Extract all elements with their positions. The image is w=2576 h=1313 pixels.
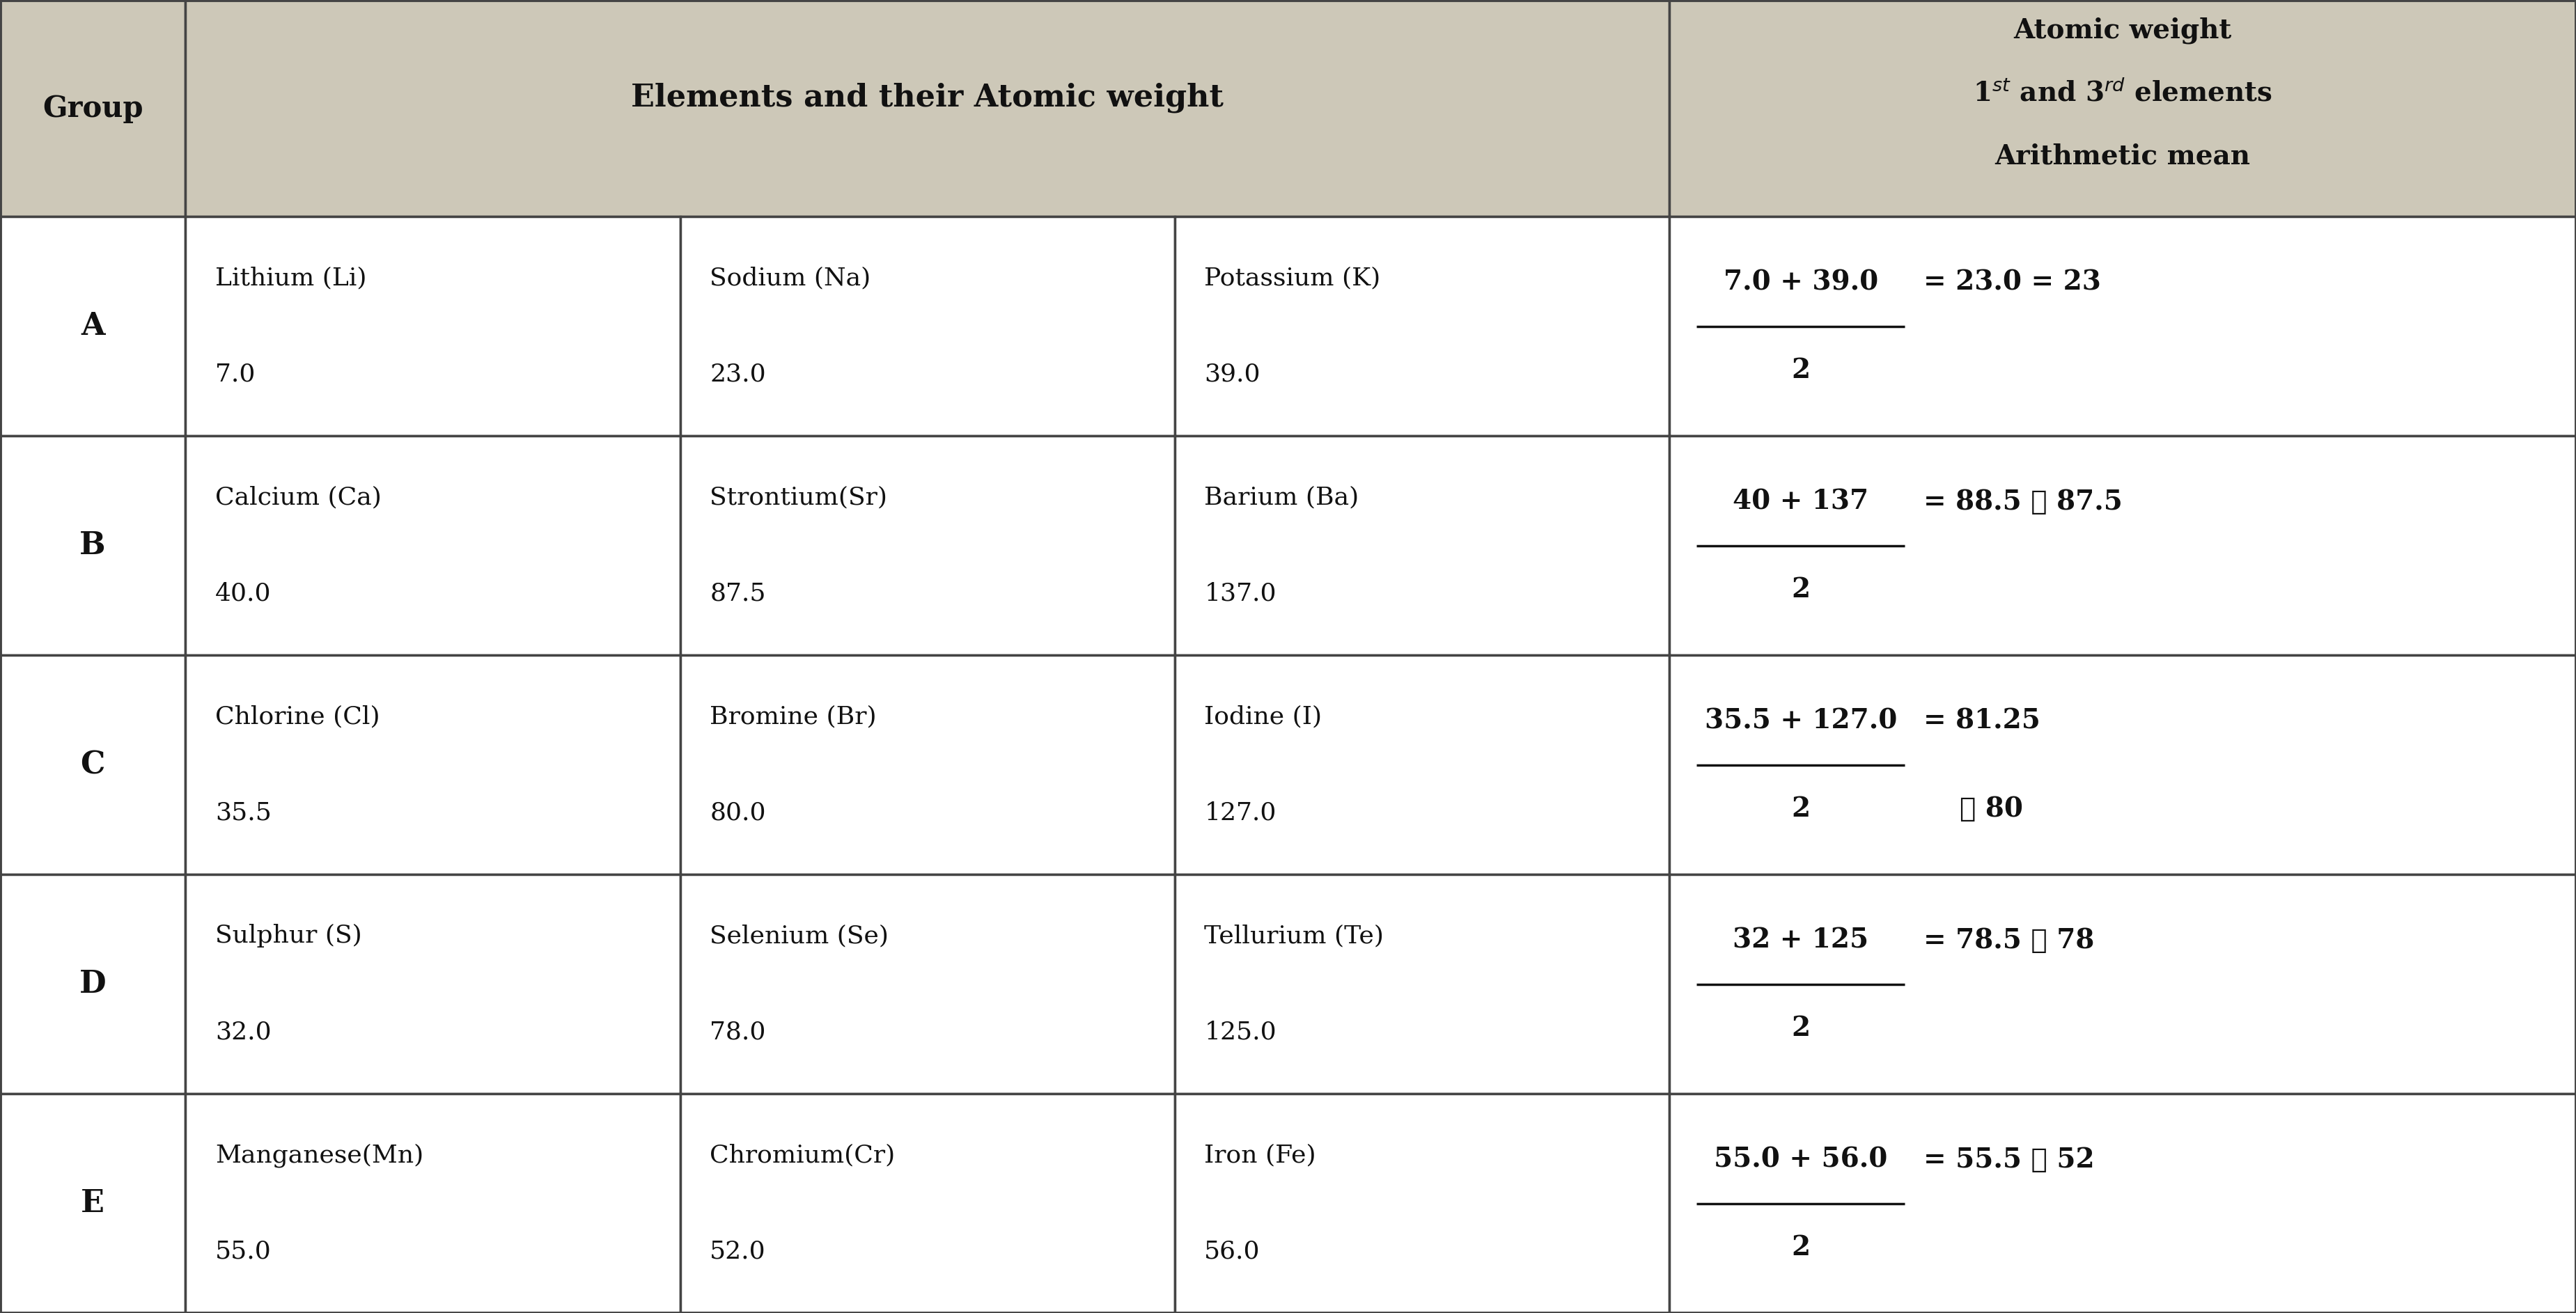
Text: B: B xyxy=(80,530,106,561)
Text: 127.0: 127.0 xyxy=(1206,801,1275,825)
Text: C: C xyxy=(80,750,106,780)
Text: Iodine (I): Iodine (I) xyxy=(1206,705,1321,729)
Text: E: E xyxy=(80,1188,106,1218)
Text: Lithium (Li): Lithium (Li) xyxy=(216,267,366,290)
Bar xyxy=(1175,217,1669,436)
Bar xyxy=(680,217,1175,436)
Bar xyxy=(0,217,185,436)
Text: 125.0: 125.0 xyxy=(1206,1020,1278,1044)
Text: 40.0: 40.0 xyxy=(216,582,270,605)
Text: Chlorine (Cl): Chlorine (Cl) xyxy=(216,705,379,729)
Bar xyxy=(185,1094,680,1313)
Text: Tellurium (Te): Tellurium (Te) xyxy=(1206,924,1383,948)
Text: = 23.0 = 23: = 23.0 = 23 xyxy=(1924,269,2099,295)
Text: Bromine (Br): Bromine (Br) xyxy=(711,705,876,729)
Text: Sodium (Na): Sodium (Na) xyxy=(711,267,871,290)
Text: 2: 2 xyxy=(1790,1234,1811,1260)
Bar xyxy=(185,655,680,874)
Text: 55.0 + 56.0: 55.0 + 56.0 xyxy=(1713,1146,1888,1173)
Bar xyxy=(1669,655,2576,874)
Bar xyxy=(1669,1094,2576,1313)
Bar xyxy=(185,0,1669,217)
Bar xyxy=(680,436,1175,655)
Bar xyxy=(1175,1094,1669,1313)
Text: 40 + 137: 40 + 137 xyxy=(1734,488,1868,515)
Text: 1$^{st}$ and 3$^{rd}$ elements: 1$^{st}$ and 3$^{rd}$ elements xyxy=(1973,79,2272,106)
Text: 23.0: 23.0 xyxy=(711,362,765,386)
Bar xyxy=(185,436,680,655)
Text: Potassium (K): Potassium (K) xyxy=(1206,267,1381,290)
Text: Sulphur (S): Sulphur (S) xyxy=(216,924,361,948)
Text: = 81.25: = 81.25 xyxy=(1924,708,2040,734)
Text: D: D xyxy=(80,969,106,999)
Text: 7.0: 7.0 xyxy=(216,362,255,386)
Bar xyxy=(1669,0,2576,217)
Bar xyxy=(0,1094,185,1313)
Text: Strontium(Sr): Strontium(Sr) xyxy=(711,486,886,509)
Bar xyxy=(1669,217,2576,436)
Text: = 88.5 ≅ 87.5: = 88.5 ≅ 87.5 xyxy=(1924,488,2123,515)
Text: 2: 2 xyxy=(1790,357,1811,383)
Bar xyxy=(0,874,185,1094)
Text: Selenium (Se): Selenium (Se) xyxy=(711,924,889,948)
Text: Barium (Ba): Barium (Ba) xyxy=(1206,486,1360,509)
Text: 87.5: 87.5 xyxy=(711,582,765,605)
Text: Chromium(Cr): Chromium(Cr) xyxy=(711,1144,894,1167)
Bar xyxy=(1669,436,2576,655)
Text: Atomic weight: Atomic weight xyxy=(2014,17,2231,43)
Bar xyxy=(185,217,680,436)
Bar xyxy=(0,655,185,874)
Text: 2: 2 xyxy=(1790,1015,1811,1041)
Bar xyxy=(1175,874,1669,1094)
Text: 35.5: 35.5 xyxy=(216,801,270,825)
Bar xyxy=(0,436,185,655)
Text: Manganese(Mn): Manganese(Mn) xyxy=(216,1144,422,1167)
Bar xyxy=(0,0,185,217)
Text: Group: Group xyxy=(41,93,144,123)
Text: A: A xyxy=(80,311,106,341)
Text: 52.0: 52.0 xyxy=(711,1239,765,1263)
Text: = 78.5 ≅ 78: = 78.5 ≅ 78 xyxy=(1924,927,2094,953)
Text: 80.0: 80.0 xyxy=(711,801,765,825)
Text: 2: 2 xyxy=(1790,576,1811,603)
Text: 35.5 + 127.0: 35.5 + 127.0 xyxy=(1705,708,1896,734)
Text: Calcium (Ca): Calcium (Ca) xyxy=(216,486,381,509)
Text: 56.0: 56.0 xyxy=(1206,1239,1260,1263)
Bar xyxy=(1175,436,1669,655)
Text: Arithmetic mean: Arithmetic mean xyxy=(1994,143,2251,169)
Text: 32 + 125: 32 + 125 xyxy=(1734,927,1868,953)
Text: Iron (Fe): Iron (Fe) xyxy=(1206,1144,1316,1167)
Bar xyxy=(1175,655,1669,874)
Bar xyxy=(1669,874,2576,1094)
Bar xyxy=(680,655,1175,874)
Text: 32.0: 32.0 xyxy=(216,1020,270,1044)
Text: 137.0: 137.0 xyxy=(1206,582,1278,605)
Bar xyxy=(680,1094,1175,1313)
Text: 55.0: 55.0 xyxy=(216,1239,270,1263)
Text: 2: 2 xyxy=(1790,796,1811,822)
Text: 78.0: 78.0 xyxy=(711,1020,765,1044)
Text: ≅ 80: ≅ 80 xyxy=(1960,796,2022,822)
Text: 7.0 + 39.0: 7.0 + 39.0 xyxy=(1723,269,1878,295)
Bar xyxy=(185,874,680,1094)
Text: = 55.5 ≅ 52: = 55.5 ≅ 52 xyxy=(1924,1146,2094,1173)
Bar xyxy=(680,874,1175,1094)
Text: Elements and their Atomic weight: Elements and their Atomic weight xyxy=(631,83,1224,113)
Text: 39.0: 39.0 xyxy=(1206,362,1260,386)
